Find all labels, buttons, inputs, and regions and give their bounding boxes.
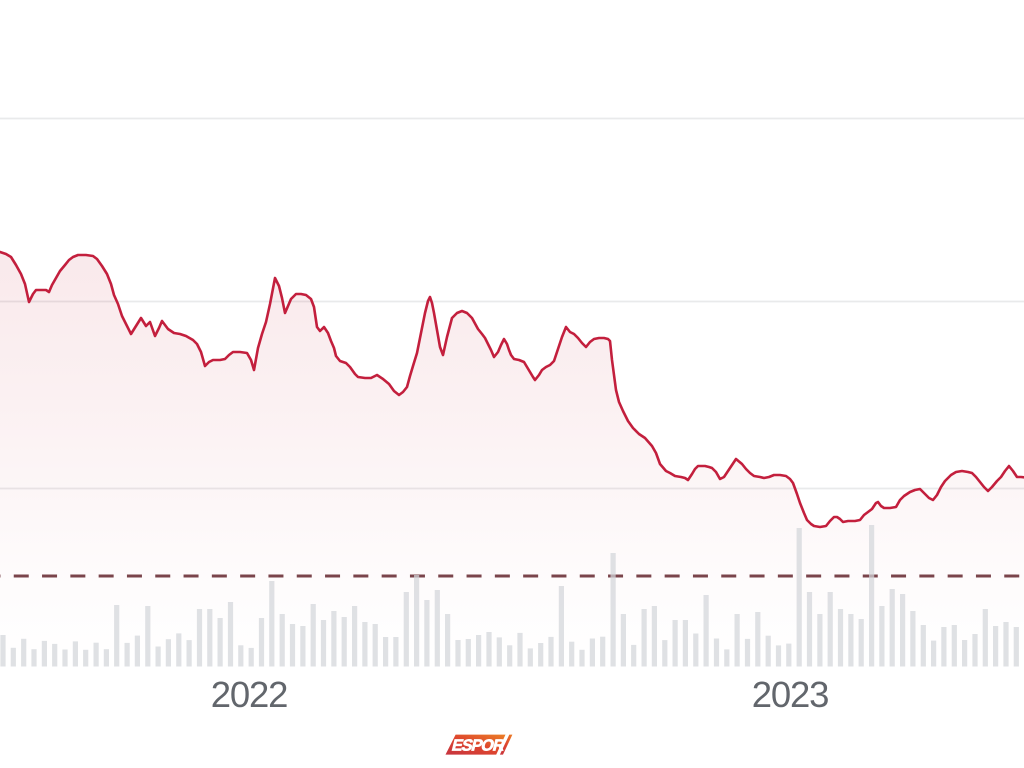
svg-text:ESPOR: ESPOR — [450, 737, 507, 755]
svg-text:2023: 2023 — [752, 674, 828, 715]
svg-text:2022: 2022 — [211, 674, 287, 715]
